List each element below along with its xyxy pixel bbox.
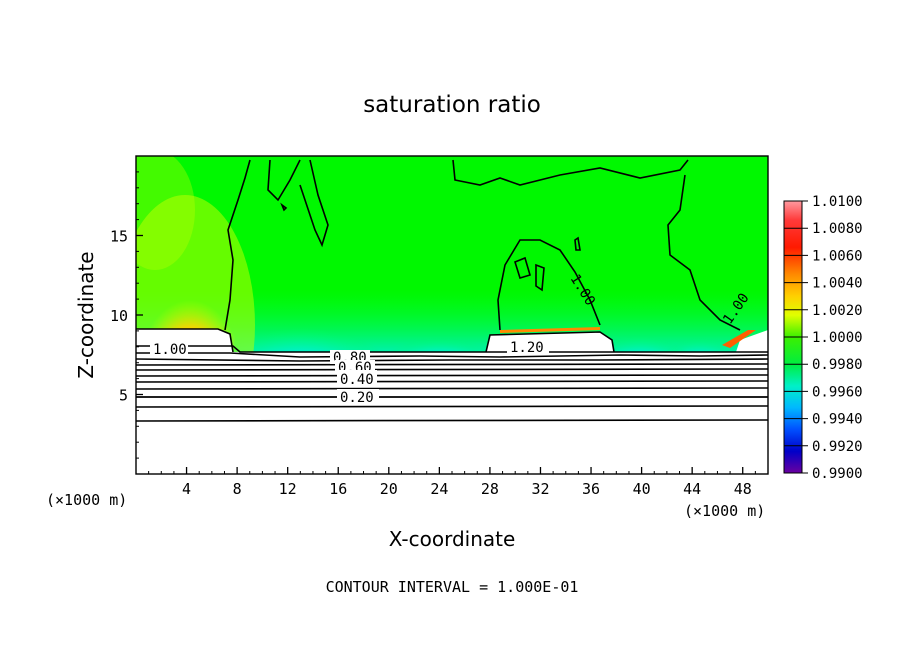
contour-label: 1.00 <box>153 342 187 358</box>
x-tick-label: 40 <box>633 480 651 498</box>
chart-title: saturation ratio <box>363 92 541 118</box>
colorbar-label: 0.9900 <box>812 466 863 482</box>
x-tick-label: 44 <box>683 480 701 498</box>
x-unit-label: (×1000 m) <box>684 502 765 520</box>
y-tick-label: 15 <box>110 228 128 246</box>
x-axis: 4 8 12 16 20 24 28 32 36 40 44 48 <box>148 467 756 498</box>
contour-lines <box>135 159 769 422</box>
y-axis: 5 10 15 <box>110 171 143 459</box>
x-tick-label: 48 <box>734 480 752 498</box>
x-axis-label: X-coordinate <box>389 527 516 551</box>
x-tick-label: 16 <box>329 480 347 498</box>
contour-label: 0.40 <box>340 372 374 388</box>
colorbar-label: 1.0080 <box>812 221 863 237</box>
colorbar-label: 1.0020 <box>812 303 863 319</box>
colorbar-label: 0.9940 <box>812 412 863 428</box>
x-tick-label: 8 <box>233 480 242 498</box>
colorbar-label: 0.9960 <box>812 384 863 400</box>
x-tick-label: 4 <box>182 480 191 498</box>
x-tick-label: 32 <box>531 480 549 498</box>
contour-label: 1.20 <box>510 340 544 356</box>
contour-interval-note: CONTOUR INTERVAL = 1.000E-01 <box>326 578 579 596</box>
x-tick-label: 24 <box>430 480 448 498</box>
x-tick-label: 20 <box>380 480 398 498</box>
z-unit-label: (×1000 m) <box>46 491 127 509</box>
colorbar-label: 1.0060 <box>812 248 863 264</box>
colorbar-ticks: 1.0100 1.0080 1.0060 1.0040 1.0020 1.0000 0.99… <box>784 194 863 482</box>
colorbar-label: 1.0040 <box>812 276 863 292</box>
x-tick-label: 36 <box>582 480 600 498</box>
colorbar-label: 1.0100 <box>812 194 863 210</box>
x-tick-label: 12 <box>279 480 297 498</box>
y-axis-label: Z-coordinate <box>74 251 98 378</box>
x-tick-label: 28 <box>481 480 499 498</box>
colorbar-label: 1.0000 <box>812 330 863 346</box>
contour-label: 0.20 <box>340 390 374 406</box>
y-tick-label: 5 <box>119 387 128 405</box>
colorbar-label: 0.9980 <box>812 357 863 373</box>
colorbar-label: 0.9920 <box>812 439 863 455</box>
y-tick-label: 10 <box>110 307 128 325</box>
heatmap-field <box>136 156 768 474</box>
